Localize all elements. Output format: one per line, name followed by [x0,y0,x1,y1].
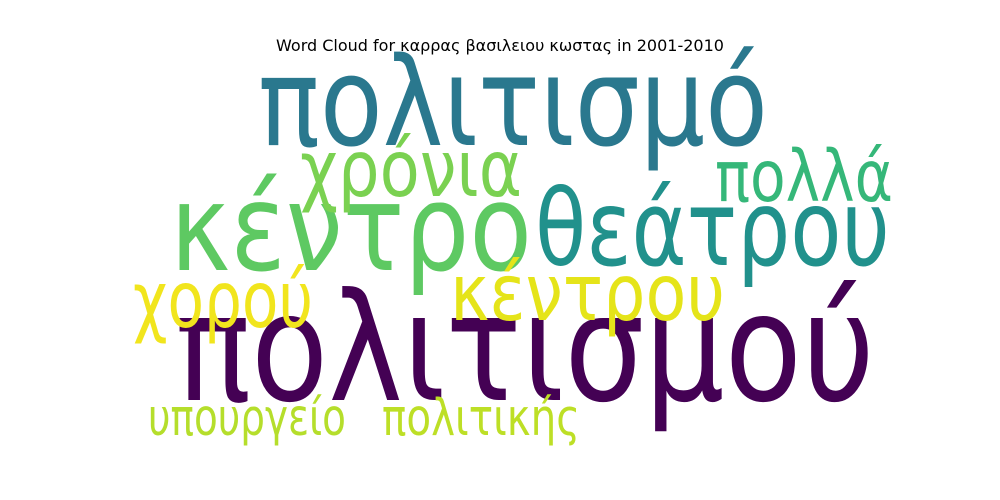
word-cloud-word: θεάτρου [535,168,890,290]
word-cloud-word: κέντρο [170,160,532,299]
word-cloud-word: πολιτισμού [175,262,875,436]
word-cloud-word: πολιτισμό [258,32,768,175]
word-cloud-word: υπουργείο [148,389,346,448]
word-cloud-word: πολιτικής [382,389,580,448]
word-cloud-word: κέντρου [450,249,725,339]
chart-title: Word Cloud for καρρας βασιλειου κωστας i… [276,36,724,55]
word-cloud-word: χορού [133,256,313,346]
word-cloud-word: χρόνια [300,125,522,215]
word-cloud-word: πολλά [715,135,893,218]
